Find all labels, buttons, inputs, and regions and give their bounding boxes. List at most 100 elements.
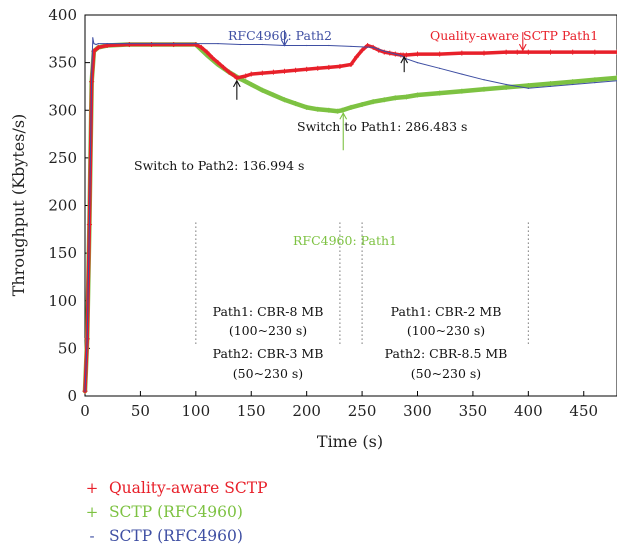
data-point	[359, 102, 365, 108]
data-point	[527, 87, 529, 89]
data-point	[354, 54, 360, 60]
x-tick-label: 50	[131, 402, 150, 420]
data-point	[381, 97, 387, 103]
annotation-rfc-path1: RFC4960: Path1	[293, 233, 397, 248]
data-point	[461, 73, 463, 75]
data-point	[592, 49, 598, 55]
annotation-arrows	[233, 30, 527, 151]
data-point	[95, 43, 97, 46]
data-point	[171, 42, 177, 48]
legend-label: SCTP (RFC4960)	[108, 503, 243, 521]
x-axis-ticks: 0 50 100 150 200 250 300 350 400 450	[80, 391, 598, 420]
arrow-quality-path1	[518, 32, 527, 52]
data-point	[514, 49, 520, 55]
data-point	[392, 95, 398, 101]
data-point	[173, 42, 175, 45]
data-point	[248, 71, 254, 77]
data-point	[226, 69, 232, 75]
legend-label: Quality-aware SCTP	[108, 479, 268, 497]
data-point	[394, 53, 396, 55]
data-point	[549, 85, 552, 88]
data-point	[150, 42, 153, 45]
data-point	[403, 52, 409, 58]
data-point	[381, 49, 387, 55]
data-point	[293, 67, 299, 73]
annotation-switch-path1: Switch to Path1: 286.483 s	[297, 119, 467, 134]
scenario-dividers	[195, 222, 529, 344]
throughput-chart: 0 50 100 150 200 250 300 350 400 450 0 50 100 150 200…	[9, 6, 617, 451]
data-point	[348, 62, 354, 68]
box2-line1: Path1: CBR-2 MB	[391, 304, 502, 319]
data-point	[437, 51, 443, 57]
data-point	[217, 42, 219, 45]
x-tick-label: 350	[459, 402, 488, 420]
data-point	[415, 92, 420, 98]
data-point	[548, 49, 553, 55]
y-tick-label: 250	[48, 149, 77, 167]
box1-line2: (100~230 s)	[229, 323, 307, 338]
data-point	[326, 107, 332, 113]
data-point	[505, 83, 507, 86]
y-tick-label: 200	[48, 197, 77, 215]
data-point	[339, 107, 345, 113]
data-point	[282, 97, 287, 103]
data-point	[525, 49, 531, 55]
legend-label: SCTP (RFC4960)	[108, 527, 243, 545]
x-tick-label: 100	[182, 402, 211, 420]
data-point	[403, 94, 409, 100]
annotation-switch-path2: Switch to Path2: 136.994 s	[134, 158, 304, 173]
data-point	[97, 42, 99, 45]
data-point	[548, 81, 553, 87]
legend-symbol: +	[85, 479, 99, 497]
arrow-rfc-path1	[339, 111, 348, 151]
data-point	[483, 79, 485, 81]
data-point	[270, 69, 276, 75]
data-point	[198, 44, 204, 50]
scenario-box-1: Path1: CBR-8 MB (100~230 s) Path2: CBR-3…	[213, 304, 324, 381]
arrow-switch-path1	[400, 55, 409, 73]
legend-item-sctp-blue: - SCTP (RFC4960)	[80, 524, 268, 548]
data-point	[370, 99, 376, 105]
data-point	[261, 43, 263, 46]
data-point	[614, 49, 617, 55]
data-point	[614, 75, 617, 81]
box2-line4: (50~230 s)	[411, 366, 481, 381]
data-point	[92, 37, 94, 39]
x-axis-label: Time (s)	[317, 432, 383, 451]
data-point	[415, 51, 420, 57]
data-point	[503, 49, 509, 55]
legend-item-quality-sctp: + Quality-aware SCTP	[80, 476, 268, 500]
data-point	[570, 79, 576, 85]
data-point	[86, 338, 88, 340]
data-point	[293, 101, 299, 107]
data-point	[383, 50, 385, 52]
legend: + Quality-aware SCTP + SCTP (RFC4960) - …	[80, 476, 268, 548]
data-point	[239, 43, 241, 46]
box1-line4: (50~230 s)	[233, 366, 303, 381]
data-point	[525, 82, 531, 88]
data-point	[93, 42, 95, 45]
data-point	[215, 60, 221, 66]
data-point	[204, 49, 210, 55]
data-point	[372, 46, 374, 48]
data-point	[572, 83, 574, 86]
data-point	[128, 42, 130, 45]
x-tick-label: 300	[403, 402, 432, 420]
legend-item-sctp-green: + SCTP (RFC4960)	[80, 500, 268, 524]
data-point	[304, 66, 310, 72]
data-point	[221, 64, 227, 70]
y-tick-label: 0	[67, 387, 77, 405]
data-point	[337, 63, 343, 69]
arrow-switch-path2	[233, 79, 241, 100]
box2-line2: (100~230 s)	[407, 323, 485, 338]
data-point	[481, 86, 487, 92]
series-line-1	[82, 42, 617, 394]
data-point	[84, 390, 86, 392]
arrow-rfc-path2	[280, 30, 289, 47]
data-point	[348, 104, 354, 110]
x-tick-label: 200	[292, 402, 321, 420]
data-point	[315, 65, 321, 71]
data-point	[234, 75, 240, 81]
data-point	[328, 44, 330, 47]
data-point	[592, 77, 598, 83]
